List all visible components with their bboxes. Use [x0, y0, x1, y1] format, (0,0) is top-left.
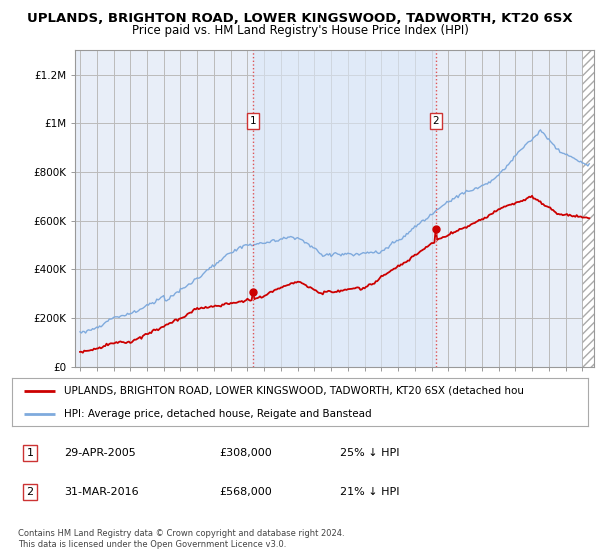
- Text: Contains HM Land Registry data © Crown copyright and database right 2024.
This d: Contains HM Land Registry data © Crown c…: [18, 529, 344, 549]
- Text: 25% ↓ HPI: 25% ↓ HPI: [340, 447, 400, 458]
- Text: 1: 1: [250, 116, 256, 126]
- Text: 29-APR-2005: 29-APR-2005: [64, 447, 136, 458]
- Text: HPI: Average price, detached house, Reigate and Banstead: HPI: Average price, detached house, Reig…: [64, 409, 371, 419]
- Text: 31-MAR-2016: 31-MAR-2016: [64, 487, 139, 497]
- Text: £568,000: £568,000: [220, 487, 272, 497]
- Bar: [582, 50, 600, 367]
- Text: 1: 1: [26, 447, 34, 458]
- Bar: [253, 50, 436, 367]
- Text: 21% ↓ HPI: 21% ↓ HPI: [340, 487, 400, 497]
- Text: Price paid vs. HM Land Registry's House Price Index (HPI): Price paid vs. HM Land Registry's House …: [131, 24, 469, 37]
- Text: UPLANDS, BRIGHTON ROAD, LOWER KINGSWOOD, TADWORTH, KT20 6SX (detached hou: UPLANDS, BRIGHTON ROAD, LOWER KINGSWOOD,…: [64, 386, 524, 396]
- Text: UPLANDS, BRIGHTON ROAD, LOWER KINGSWOOD, TADWORTH, KT20 6SX: UPLANDS, BRIGHTON ROAD, LOWER KINGSWOOD,…: [27, 12, 573, 25]
- Text: 2: 2: [433, 116, 439, 126]
- Text: £308,000: £308,000: [220, 447, 272, 458]
- Text: 2: 2: [26, 487, 34, 497]
